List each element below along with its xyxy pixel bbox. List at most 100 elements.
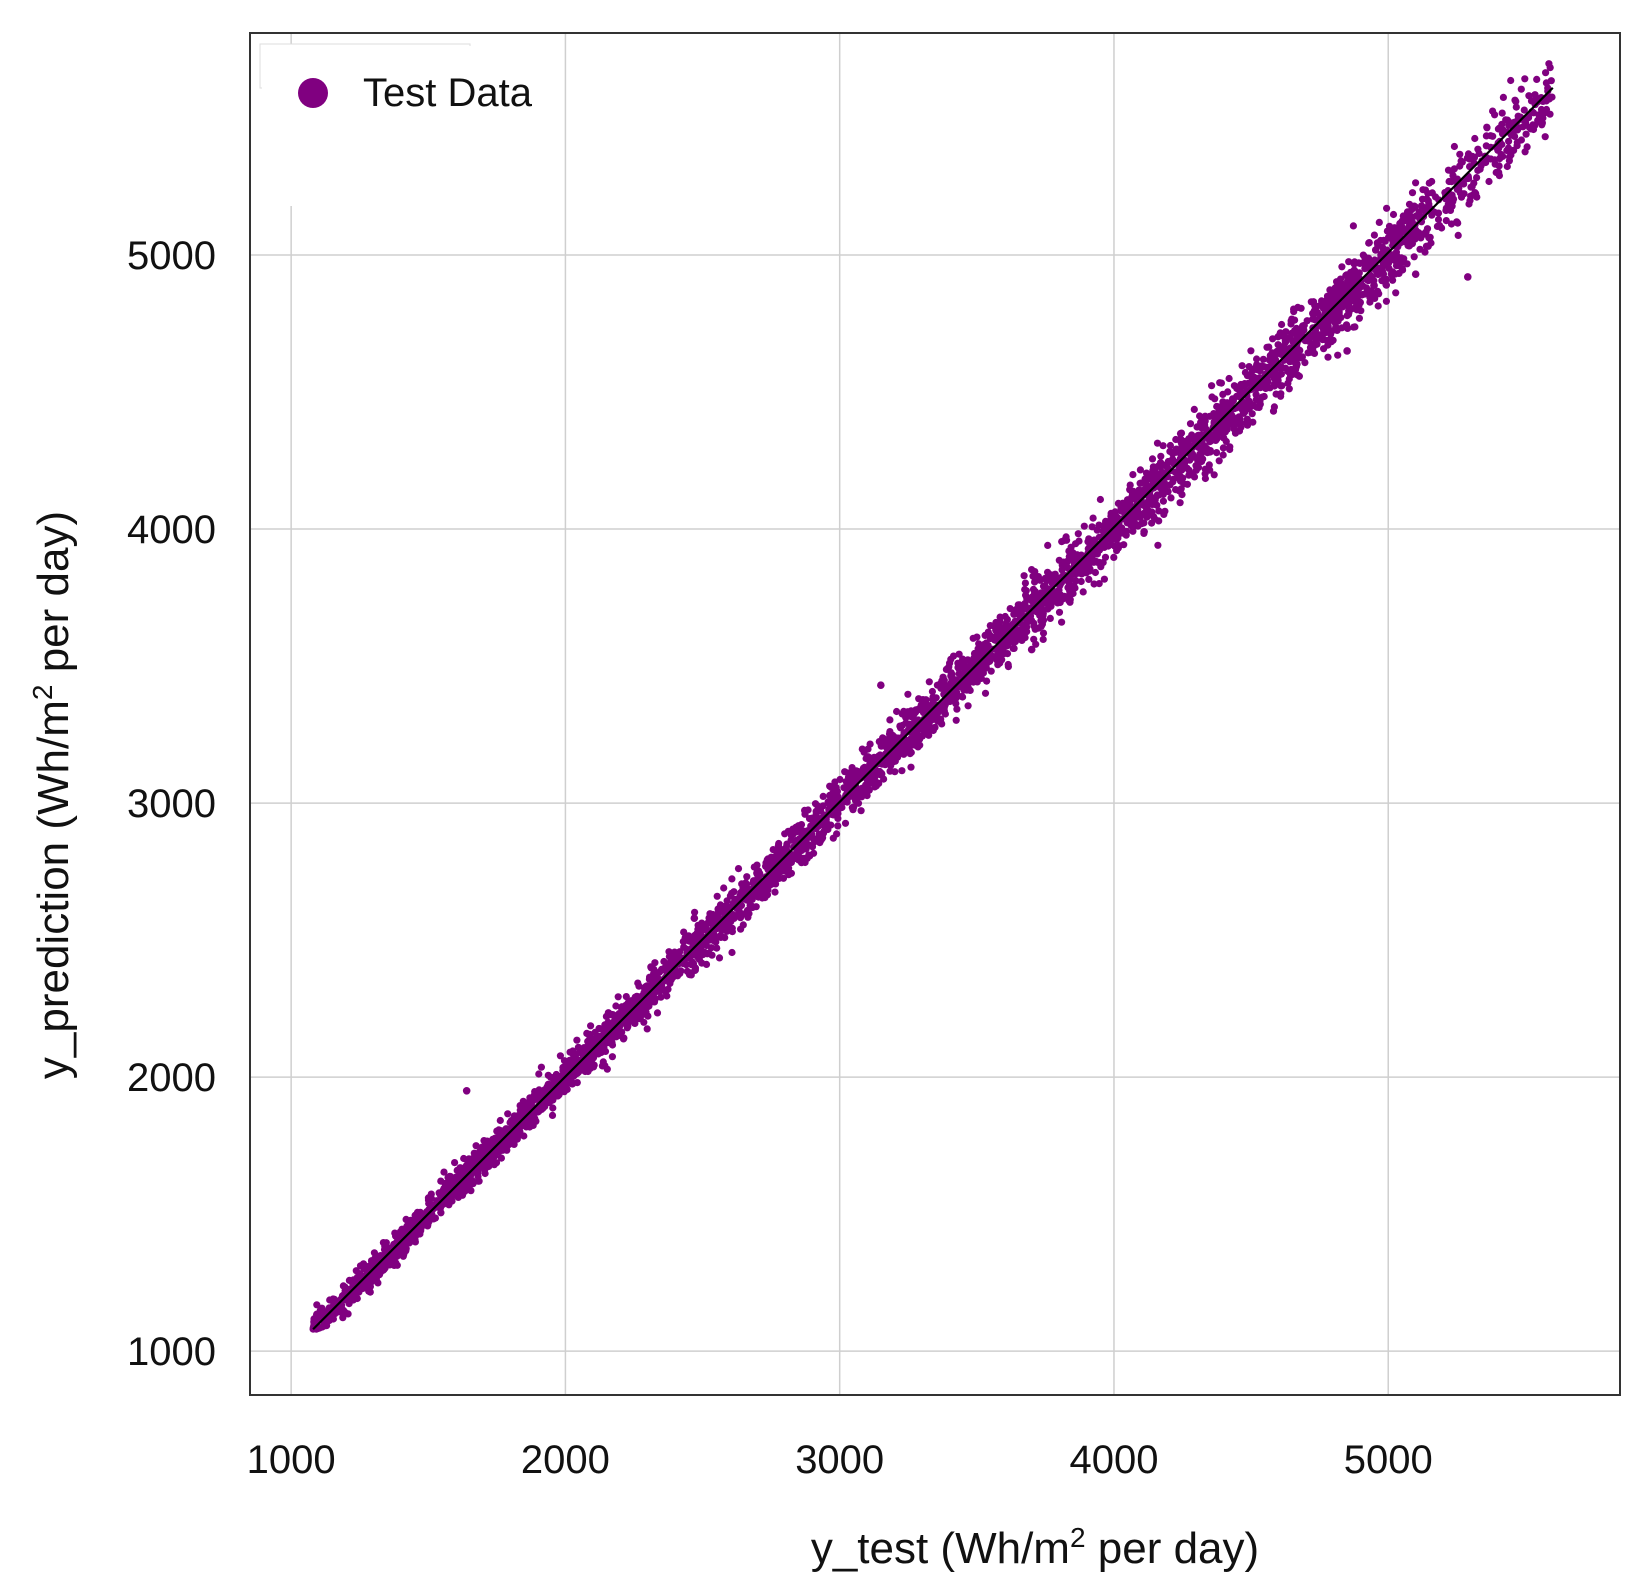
scatter-point bbox=[1260, 392, 1268, 401]
scatter-point bbox=[1159, 442, 1167, 450]
scatter-point bbox=[1544, 87, 1552, 95]
scatter-point bbox=[412, 1231, 420, 1240]
scatter-point bbox=[1194, 463, 1203, 471]
scatter-point bbox=[359, 1284, 367, 1293]
scatter-point bbox=[1212, 436, 1220, 444]
scatter-point bbox=[604, 1018, 612, 1026]
scatter-point bbox=[1338, 263, 1346, 271]
scatter-point bbox=[612, 1002, 620, 1010]
scatter-point bbox=[1136, 466, 1144, 474]
scatter-point bbox=[1159, 497, 1167, 505]
scatter-point bbox=[1030, 589, 1038, 598]
scatter-point bbox=[893, 707, 901, 716]
scatter-point bbox=[739, 921, 747, 929]
scatter-point bbox=[1201, 465, 1209, 473]
scatter-point bbox=[908, 713, 916, 721]
scatter-point bbox=[998, 656, 1006, 664]
scatter-point bbox=[949, 652, 958, 660]
scatter-point bbox=[859, 767, 868, 775]
legend: Test Data bbox=[259, 43, 562, 206]
scatter-point bbox=[1148, 455, 1157, 463]
scatter-point bbox=[1208, 393, 1216, 401]
scatter-point bbox=[1009, 630, 1017, 638]
scatter-point bbox=[1499, 152, 1507, 160]
scatter-point bbox=[1000, 623, 1008, 632]
scatter-point-outlier bbox=[462, 1087, 471, 1095]
y-tick-label: 5000 bbox=[127, 234, 216, 278]
scatter-point bbox=[925, 678, 933, 686]
scatter-point bbox=[1503, 162, 1511, 171]
scatter-point bbox=[1492, 168, 1500, 177]
scatter-point bbox=[632, 1009, 641, 1017]
scatter-point bbox=[929, 693, 937, 701]
scatter-point bbox=[1226, 445, 1234, 454]
scatter-point bbox=[374, 1279, 382, 1287]
scatter-point bbox=[1071, 570, 1079, 579]
scatter-point bbox=[383, 1258, 391, 1266]
scatter-point bbox=[1205, 448, 1213, 456]
scatter-point bbox=[1169, 478, 1177, 486]
scatter-point bbox=[680, 928, 688, 936]
scatter-point bbox=[1345, 258, 1353, 266]
scatter-point bbox=[1111, 542, 1119, 550]
scatter-point bbox=[1277, 363, 1285, 371]
scatter-point bbox=[1027, 608, 1035, 616]
scatter-point bbox=[723, 927, 731, 935]
scatter-point bbox=[649, 979, 657, 987]
scatter-point bbox=[1206, 438, 1214, 446]
scatter-point bbox=[1329, 336, 1337, 344]
scatter-point bbox=[1029, 572, 1037, 580]
scatter-point bbox=[1542, 105, 1551, 114]
scatter-point bbox=[723, 897, 731, 905]
scatter-point bbox=[492, 1159, 501, 1167]
scatter-point bbox=[1297, 354, 1305, 362]
scatter-point bbox=[1230, 382, 1238, 390]
scatter-point bbox=[1547, 77, 1555, 85]
scatter-point bbox=[936, 717, 944, 725]
scatter-point bbox=[819, 792, 827, 801]
scatter-point bbox=[1065, 592, 1073, 600]
scatter-point bbox=[504, 1110, 512, 1118]
scatter-point bbox=[666, 960, 674, 968]
scatter-point bbox=[561, 1085, 569, 1093]
scatter-point bbox=[1531, 91, 1539, 99]
scatter-point bbox=[1365, 239, 1373, 247]
scatter-point bbox=[928, 687, 937, 696]
scatter-point bbox=[1032, 640, 1040, 648]
scatter-point bbox=[1334, 291, 1342, 299]
scatter-point bbox=[1215, 457, 1223, 465]
scatter-point bbox=[1003, 615, 1012, 624]
scatter-point bbox=[1456, 150, 1464, 158]
scatter-point bbox=[569, 1047, 577, 1055]
scatter-point bbox=[1247, 347, 1255, 355]
scatter-point bbox=[1495, 162, 1503, 170]
scatter-point bbox=[1453, 185, 1461, 193]
scatter-point bbox=[746, 886, 754, 895]
scatter-point bbox=[407, 1216, 415, 1224]
scatter-point bbox=[790, 854, 798, 863]
scatter-point bbox=[1148, 519, 1156, 527]
scatter-point bbox=[1126, 481, 1134, 489]
scatter-point bbox=[1179, 474, 1187, 482]
x-tick-label: 2000 bbox=[521, 1438, 610, 1482]
scatter-point bbox=[1166, 441, 1174, 450]
scatter-point bbox=[913, 729, 921, 737]
scatter-point bbox=[586, 1030, 594, 1038]
scatter-point bbox=[469, 1180, 477, 1188]
scatter-point bbox=[1385, 222, 1394, 230]
scatter-point bbox=[826, 782, 834, 790]
scatter-point bbox=[834, 822, 842, 830]
scatter-point bbox=[1367, 287, 1375, 295]
scatter-point bbox=[764, 855, 772, 863]
scatter-point bbox=[1450, 165, 1458, 173]
scatter-point bbox=[758, 888, 766, 896]
scatter-point bbox=[772, 853, 781, 861]
scatter-point bbox=[1060, 558, 1068, 566]
scatter-point bbox=[822, 825, 830, 833]
scatter-point bbox=[743, 873, 751, 881]
scatter-point bbox=[1318, 333, 1326, 341]
scatter-point bbox=[706, 917, 714, 925]
y-tick-label: 3000 bbox=[127, 782, 216, 826]
scatter-point bbox=[1058, 538, 1066, 546]
scatter-point bbox=[876, 751, 884, 759]
